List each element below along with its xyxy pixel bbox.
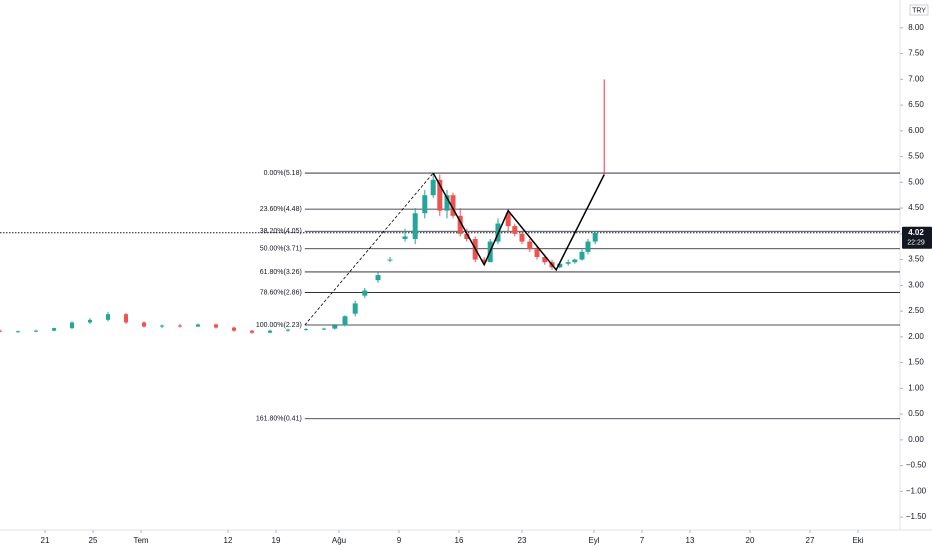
fib-label: 100.00%(2.23) xyxy=(256,322,302,329)
candle-body xyxy=(527,241,533,250)
y-tick-label: 7.00 xyxy=(908,74,924,83)
candle-body xyxy=(457,215,463,234)
last-price-time: 22:29 xyxy=(907,240,925,247)
fib-label: 23.60%(4.48) xyxy=(260,206,302,213)
x-tick-label: 23 xyxy=(518,536,527,545)
x-tick-label: 12 xyxy=(224,536,233,545)
candle-body xyxy=(430,179,436,196)
candle-body xyxy=(481,259,487,263)
y-tick-label: 6.00 xyxy=(908,126,924,135)
candle-body xyxy=(250,330,254,333)
fib-label: 61.80%(3.26) xyxy=(260,269,302,276)
candle-body xyxy=(437,179,443,211)
y-tick-label: 3.50 xyxy=(908,255,924,264)
candle-body xyxy=(322,328,326,330)
candle-body xyxy=(557,263,563,268)
candle-body xyxy=(412,213,418,239)
pattern-line xyxy=(432,172,605,272)
x-tick-label: 21 xyxy=(41,536,50,545)
currency-box xyxy=(909,4,929,16)
x-tick-label: 9 xyxy=(397,536,402,545)
y-tick-label: 0.50 xyxy=(908,409,924,418)
candle-body xyxy=(362,290,368,296)
x-tick-label: 27 xyxy=(806,536,815,545)
y-tick-label: −0.50 xyxy=(906,461,927,470)
candle-body xyxy=(375,275,381,281)
candle-body xyxy=(34,330,38,332)
candle-body xyxy=(512,226,518,234)
last-price-badge xyxy=(902,226,932,249)
last-price-value: 4.02 xyxy=(908,228,924,237)
candle-body xyxy=(464,233,470,239)
candle-body xyxy=(402,236,408,239)
x-tick-label: 16 xyxy=(455,536,464,545)
y-tick-label: 6.50 xyxy=(908,100,924,109)
fib-label: 38.20%(4.05) xyxy=(260,228,302,235)
candle-body xyxy=(52,328,56,331)
x-tick-label: Ağu xyxy=(332,536,346,545)
y-tick-label: 8.00 xyxy=(908,23,924,32)
candle-body xyxy=(142,322,146,327)
candle-body xyxy=(0,330,2,332)
candle-body xyxy=(286,329,290,331)
x-tick-label: 13 xyxy=(686,536,695,545)
y-tick-label: 5.00 xyxy=(908,177,924,186)
fib-label: 0.00%(5.18) xyxy=(264,170,302,177)
x-tick-label: 7 xyxy=(640,536,645,545)
fib-label: 50.00%(3.71) xyxy=(260,246,302,253)
fib-label: 78.60%(2.86) xyxy=(260,289,302,296)
candle-body xyxy=(332,325,338,329)
y-tick-label: 1.50 xyxy=(908,358,924,367)
candle-body xyxy=(444,195,450,211)
candle-body xyxy=(342,316,348,326)
candle-body xyxy=(352,303,358,314)
candle-body xyxy=(542,257,548,263)
x-tick-label: Eki xyxy=(852,536,863,545)
candle-body xyxy=(519,233,525,242)
x-tick-label: 19 xyxy=(272,536,281,545)
candle-body xyxy=(565,262,571,264)
y-tick-label: 5.50 xyxy=(908,152,924,161)
candle-body xyxy=(422,195,428,214)
currency-label: TRY xyxy=(912,7,926,14)
candle-body xyxy=(16,331,20,333)
candle-body xyxy=(579,251,585,260)
candle-body xyxy=(387,259,393,261)
y-tick-label: 0.00 xyxy=(908,435,924,444)
candle-body xyxy=(88,319,92,323)
candle-body xyxy=(592,232,598,242)
y-tick-label: −1.50 xyxy=(906,512,927,521)
y-tick-label: 4.50 xyxy=(908,203,924,212)
candle-body xyxy=(572,259,578,263)
y-tick-label: 2.00 xyxy=(908,332,924,341)
y-tick-label: 7.50 xyxy=(908,49,924,58)
candle-body xyxy=(106,314,110,320)
x-tick-label: Eyl xyxy=(588,536,599,545)
candle-body xyxy=(124,314,128,323)
y-tick-label: 3.00 xyxy=(908,280,924,289)
candle-body xyxy=(450,195,456,216)
y-tick-label: −1.00 xyxy=(906,486,927,495)
candle-body xyxy=(304,329,308,331)
x-tick-label: 20 xyxy=(746,536,755,545)
candle-body xyxy=(268,330,272,333)
candle-body xyxy=(70,322,74,329)
candle-body xyxy=(196,324,200,327)
candle-body xyxy=(232,327,236,331)
x-tick-label: Tem xyxy=(133,536,148,545)
y-tick-label: 1.00 xyxy=(908,383,924,392)
candle-body xyxy=(585,241,591,252)
x-tick-label: 25 xyxy=(89,536,98,545)
candle-body xyxy=(505,213,511,227)
candle-body xyxy=(534,249,540,258)
y-tick-label: 2.50 xyxy=(908,306,924,315)
candle-body xyxy=(178,325,182,327)
fib-label: 161.80%(0.41) xyxy=(256,416,302,423)
candle-body xyxy=(160,325,164,327)
candle-body xyxy=(214,324,218,328)
trend-line xyxy=(304,172,434,326)
